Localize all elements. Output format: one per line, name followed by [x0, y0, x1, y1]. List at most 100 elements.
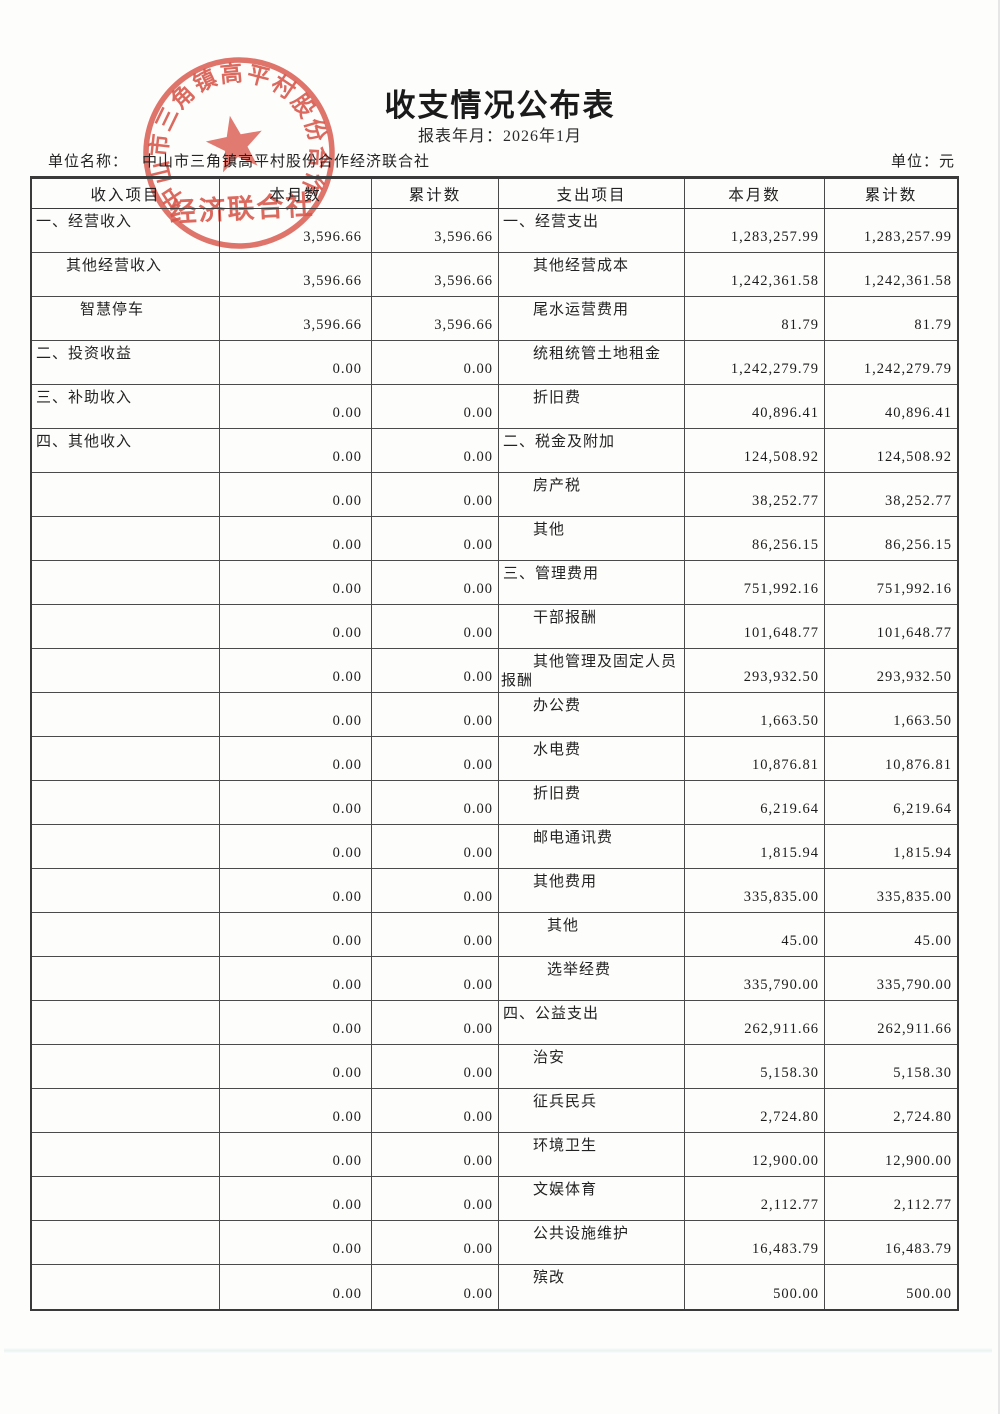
income-month-cell: 0.00 [220, 957, 372, 1001]
expense-month-cell: 6,219.64 [685, 781, 825, 825]
income-month-cell: 0.00 [220, 1177, 372, 1221]
expense-month-cell: 335,790.00 [685, 957, 825, 1001]
income-cumulative-cell: 0.00 [372, 1265, 499, 1309]
income-item-cell [32, 1265, 220, 1309]
expense-item-cell: 折旧费 [499, 781, 685, 825]
expense-month-cell: 16,483.79 [685, 1221, 825, 1265]
income-cumulative-cell: 0.00 [372, 1133, 499, 1177]
income-month-cell: 0.00 [220, 517, 372, 561]
table-row: 0.00 0.00 征兵民兵 2,724.80 2,724.80 [32, 1089, 957, 1133]
table-row: 0.00 0.00 干部报酬 101,648.77 101,648.77 [32, 605, 957, 649]
income-month-cell: 0.00 [220, 693, 372, 737]
header-expense-cumulative: 累计数 [825, 179, 957, 209]
income-month-cell: 3,596.66 [220, 209, 372, 253]
income-month-cell: 3,596.66 [220, 253, 372, 297]
income-cumulative-cell: 3,596.66 [372, 297, 499, 341]
income-cumulative-cell: 0.00 [372, 385, 499, 429]
table-body: 一、经营收入 3,596.66 3,596.66 一、经营支出 1,283,257.99… [32, 209, 957, 1309]
income-expense-table: 收入项目 本月数 累计数 支出项目 本月数 累计数 一、经营收入 3,596.66… [30, 176, 959, 1311]
expense-cumulative-cell: 16,483.79 [825, 1221, 957, 1265]
expense-month-cell: 2,112.77 [685, 1177, 825, 1221]
income-item-cell [32, 561, 220, 605]
income-cumulative-cell: 0.00 [372, 517, 499, 561]
income-cumulative-cell: 0.00 [372, 605, 499, 649]
income-cumulative-cell: 0.00 [372, 341, 499, 385]
income-item-cell: 智慧停车 [32, 297, 220, 341]
income-cumulative-cell: 0.00 [372, 825, 499, 869]
expense-cumulative-cell: 124,508.92 [825, 429, 957, 473]
income-cumulative-cell: 0.00 [372, 1177, 499, 1221]
table-header-row: 收入项目 本月数 累计数 支出项目 本月数 累计数 [32, 179, 957, 209]
org-name-value: 中山市三角镇高平村股份合作经济联合社 [142, 154, 431, 170]
income-cumulative-cell: 0.00 [372, 649, 499, 693]
expense-item-cell: 尾水运营费用 [499, 297, 685, 341]
table-row: 0.00 0.00 其他费用 335,835.00 335,835.00 [32, 869, 957, 913]
table-row: 0.00 0.00 选举经费 335,790.00 335,790.00 [32, 957, 957, 1001]
income-month-cell: 3,596.66 [220, 297, 372, 341]
expense-cumulative-cell: 335,835.00 [825, 869, 957, 913]
expense-month-cell: 500.00 [685, 1265, 825, 1309]
expense-item-cell: 其他管理及固定人员报酬 [499, 649, 685, 693]
income-item-cell [32, 825, 220, 869]
expense-month-cell: 751,992.16 [685, 561, 825, 605]
table-row: 0.00 0.00 文娱体育 2,112.77 2,112.77 [32, 1177, 957, 1221]
table-row: 0.00 0.00 其他 86,256.15 86,256.15 [32, 517, 957, 561]
expense-item-cell: 一、经营支出 [499, 209, 685, 253]
expense-month-cell: 335,835.00 [685, 869, 825, 913]
income-item-cell: 一、经营收入 [32, 209, 220, 253]
expense-item-cell: 三、管理费用 [499, 561, 685, 605]
table-row: 其他经营收入 3,596.66 3,596.66 其他经营成本 1,242,361.58… [32, 253, 957, 297]
expense-cumulative-cell: 1,815.94 [825, 825, 957, 869]
table-row: 一、经营收入 3,596.66 3,596.66 一、经营支出 1,283,257.99… [32, 209, 957, 253]
org-name-label: 单位名称： [48, 154, 129, 170]
expense-item-cell: 干部报酬 [499, 605, 685, 649]
header-income-month: 本月数 [220, 179, 372, 209]
table-row: 二、投资收益 0.00 0.00 统租统管土地租金 1,242,279.79 1,242,… [32, 341, 957, 385]
header-expense-item: 支出项目 [499, 179, 685, 209]
income-month-cell: 0.00 [220, 737, 372, 781]
income-month-cell: 0.00 [220, 1001, 372, 1045]
income-item-cell [32, 1001, 220, 1045]
expense-month-cell: 262,911.66 [685, 1001, 825, 1045]
expense-cumulative-cell: 6,219.64 [825, 781, 957, 825]
income-item-cell [32, 1089, 220, 1133]
expense-item-cell: 二、税金及附加 [499, 429, 685, 473]
scan-artifact-line [4, 1348, 992, 1353]
income-item-cell [32, 869, 220, 913]
income-item-cell [32, 913, 220, 957]
expense-month-cell: 101,648.77 [685, 605, 825, 649]
expense-month-cell: 1,242,361.58 [685, 253, 825, 297]
currency-unit-line: 单位：元 [891, 150, 955, 171]
income-item-cell [32, 517, 220, 561]
expense-month-cell: 10,876.81 [685, 737, 825, 781]
income-cumulative-cell: 0.00 [372, 869, 499, 913]
income-item-cell [32, 1133, 220, 1177]
expense-month-cell: 1,242,279.79 [685, 341, 825, 385]
expense-item-cell: 邮电通讯费 [499, 825, 685, 869]
expense-month-cell: 38,252.77 [685, 473, 825, 517]
currency-unit-value: 元 [938, 154, 955, 170]
expense-month-cell: 81.79 [685, 297, 825, 341]
income-item-cell [32, 1221, 220, 1265]
expense-item-cell: 殡改 [499, 1265, 685, 1309]
header-income-item: 收入项目 [32, 179, 220, 209]
expense-month-cell: 45.00 [685, 913, 825, 957]
income-month-cell: 0.00 [220, 429, 372, 473]
income-item-cell: 其他经营收入 [32, 253, 220, 297]
report-period-label: 报表年月： [417, 128, 503, 145]
expense-cumulative-cell: 86,256.15 [825, 517, 957, 561]
table-row: 0.00 0.00 四、公益支出 262,911.66 262,911.66 [32, 1001, 957, 1045]
income-month-cell: 0.00 [220, 1221, 372, 1265]
income-cumulative-cell: 0.00 [372, 693, 499, 737]
income-item-cell [32, 605, 220, 649]
income-cumulative-cell: 0.00 [372, 1221, 499, 1265]
income-month-cell: 0.00 [220, 869, 372, 913]
income-item-cell [32, 737, 220, 781]
income-cumulative-cell: 3,596.66 [372, 209, 499, 253]
expense-cumulative-cell: 293,932.50 [825, 649, 957, 693]
income-month-cell: 0.00 [220, 341, 372, 385]
income-month-cell: 0.00 [220, 1045, 372, 1089]
header-expense-month: 本月数 [685, 179, 825, 209]
expense-cumulative-cell: 101,648.77 [825, 605, 957, 649]
expense-cumulative-cell: 1,242,279.79 [825, 341, 957, 385]
